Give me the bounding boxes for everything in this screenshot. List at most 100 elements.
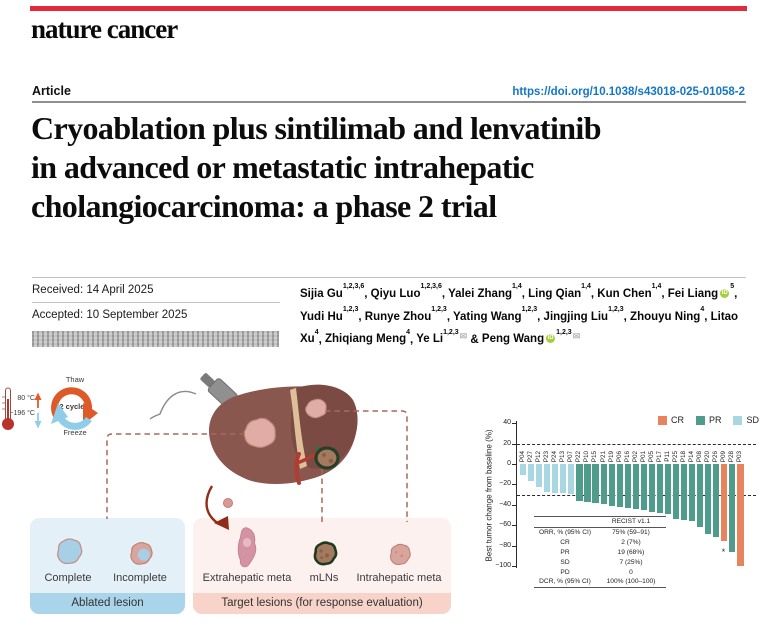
waterfall-bar-P21 [600, 464, 607, 504]
recist-results-table: RECIST v1.1 ORR, % (95% CI) 75% (59–91) CR 2… [534, 516, 666, 589]
orcid-icon[interactable]: iD [546, 334, 556, 344]
y-axis-label: Best tumor change from baseline (%) [484, 429, 494, 562]
article-type-label: Article [32, 84, 71, 98]
y-tick-mark [512, 423, 516, 425]
waterfall-bar-P15 [592, 464, 599, 503]
author: Yalei Zhang1,4 [448, 283, 522, 300]
author-affiliations: 1,2,3 [443, 328, 459, 336]
author: Yating Wang1,2,3 [453, 305, 538, 323]
bar-patient-label: P01 [639, 450, 647, 462]
extrahepatic-meta-item: Extrahepatic meta [197, 526, 297, 584]
y-tick-label: 40 [503, 419, 511, 427]
author-affiliations: 1,4 [651, 283, 662, 290]
bar-patient-label: P27 [527, 450, 535, 462]
dates-divider-rule [32, 302, 280, 303]
freeze-label: Freeze [63, 428, 87, 437]
tumor-cell-icon [223, 498, 233, 508]
title-line-1: Cryoablation plus sintilimab and lenvati… [31, 110, 602, 146]
legend-swatch [657, 415, 667, 425]
inset-table-row: SD 7 (25%) [560, 558, 643, 566]
waterfall-chart: Best tumor change from baseline (%) CR PR… [478, 398, 764, 629]
inset-table-row: PD 0 [560, 568, 633, 576]
legend-label: CR [670, 415, 684, 425]
legend-label: PR [708, 415, 722, 425]
author-affiliations: 5 [730, 283, 735, 290]
y-tick-mark [512, 504, 516, 506]
author-affiliations: 4 [314, 328, 319, 336]
y-tick-mark [512, 525, 516, 527]
received-date: Received: 14 April 2025 [32, 284, 154, 296]
authors-line: Sijia Gu1,2,3,6, Qiyu Luo1,2,3,6, Yalei … [300, 283, 739, 346]
waterfall-bar-P18 [681, 464, 688, 521]
author-affiliations: 4 [700, 305, 705, 313]
mlns-icon [313, 541, 338, 566]
author-affiliations: 1,2,3,6 [342, 283, 365, 290]
incomplete-lesion-item: Incomplete [106, 526, 174, 584]
waterfall-bar-P02 [632, 464, 639, 509]
bar-patient-label: P25 [671, 450, 679, 462]
email-icon[interactable]: ✉ [572, 331, 581, 342]
waterfall-bar-P27 [528, 464, 535, 482]
orcid-icon[interactable]: iD [720, 288, 730, 298]
extrahepatic-meta-icon [237, 527, 257, 568]
author: Runye Zhou1,2,3 [364, 305, 447, 323]
bar-patient-label: P18 [680, 450, 687, 462]
complete-lesion-icon [57, 538, 83, 565]
legend-swatch [733, 415, 743, 425]
author: Litao Xu4 [300, 310, 739, 346]
bar-patient-label: P08 [696, 450, 704, 462]
journal-logo: nature cancer [31, 14, 178, 44]
columns-top-rule [32, 277, 746, 278]
target-box-footer: Target lesions (for response evaluation) [193, 593, 451, 614]
waterfall-bar-P04 [520, 464, 527, 476]
author: Yudi Hu1,2,3 [300, 305, 359, 323]
mlns-item: mLNs [299, 526, 349, 584]
waterfall-bar-P05 [648, 464, 655, 512]
target-lesions-box: Extrahepatic meta mLNs Intrahepatic meta… [193, 518, 451, 614]
bar-patient-label: P16 [623, 450, 631, 462]
freeze-temperature-label: −196 °C [9, 410, 35, 417]
intrahepatic-meta-label: Intrahepatic meta [356, 572, 442, 584]
waterfall-bar-P17 [656, 464, 664, 513]
bar-patient-label: P15 [591, 450, 599, 462]
author: Zhouyu Ning4 [630, 305, 705, 323]
inset-table-row: ORR, % (95% CI) 75% (59–91) [539, 528, 650, 536]
waterfall-bar-P20 [705, 464, 712, 535]
complete-lesion-label: Complete [44, 572, 92, 584]
author: Kun Chen1,4 [597, 283, 662, 300]
incomplete-lesion-label: Incomplete [113, 572, 167, 584]
waterfall-bar-P11 [664, 464, 672, 514]
legend-item-SD: SD [733, 415, 759, 425]
waterfall-bar-P23 [544, 464, 551, 492]
redacted-text-block [32, 331, 279, 347]
author: Peng Wang iD1,2,3✉ [481, 328, 581, 346]
y-tick-mark [512, 484, 516, 486]
cycles-label: 2 cycles [59, 402, 89, 411]
waterfall-bar-P28 [729, 464, 736, 552]
mlns-label: mLNs [309, 572, 339, 584]
waterfall-bar-P10 [584, 464, 591, 502]
waterfall-bar-P07 [568, 464, 575, 494]
thaw-label: Thaw [65, 375, 85, 384]
temp-down-arrow-icon [34, 413, 42, 429]
liver-tumor-icon [243, 398, 327, 448]
author: Qiyu Luo1,2,3,6 [370, 283, 442, 300]
bar-patient-label: P19 [607, 450, 615, 462]
author-affiliations: 1,2,3,6 [420, 283, 442, 290]
y-tick-label: −60 [499, 521, 511, 529]
reference-dashed-line [517, 443, 756, 445]
asterisk-annotation: * [721, 546, 726, 557]
author: Jingjing Liu1,2,3 [543, 305, 624, 323]
author: Ye Li1,2,3✉ [416, 328, 468, 346]
y-tick-mark [512, 443, 516, 445]
bar-patient-label: P20 [704, 450, 712, 462]
email-icon[interactable]: ✉ [459, 331, 468, 342]
y-axis-line [516, 421, 518, 568]
inset-table-header: RECIST v1.1 [596, 516, 666, 528]
y-tick-label: −80 [499, 541, 511, 549]
doi-link[interactable]: https://doi.org/10.1038/s43018-025-01058… [512, 86, 745, 98]
author-affiliations: 1,2,3 [556, 328, 572, 336]
bar-patient-label: P17 [655, 450, 663, 462]
bar-patient-label: P06 [615, 450, 623, 462]
